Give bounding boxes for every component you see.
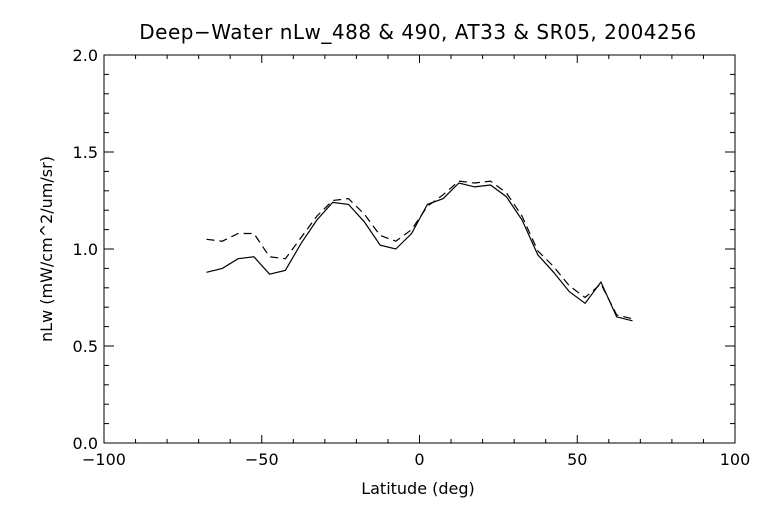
y-tick-label: 1.0	[73, 240, 98, 259]
y-tick-label: 1.5	[73, 143, 98, 162]
series-line-dashed	[206, 180, 633, 320]
x-tick-label: −50	[245, 450, 279, 469]
y-tick-label: 2.0	[73, 46, 98, 65]
y-tick-label: 0.5	[73, 337, 98, 356]
chart-title: Deep−Water nLw_488 & 490, AT33 & SR05, 2…	[139, 20, 696, 44]
x-tick-label: 100	[720, 450, 751, 469]
plot-frame	[103, 54, 736, 444]
y-axis-label: nLw (mW/cm^2/um/sr)	[37, 156, 56, 342]
x-tick-label: 0	[414, 450, 424, 469]
y-tick-label: 0.0	[73, 434, 98, 453]
x-tick-label: 50	[567, 450, 587, 469]
x-axis-label: Latitude (deg)	[361, 479, 475, 498]
series-group	[206, 180, 633, 322]
x-tick-label: −100	[82, 450, 126, 469]
series-line-solid	[206, 182, 633, 322]
axis-ticks: −100 −50 0 50 100 0.0 0.5 1.0 1.5 2.0	[73, 46, 751, 469]
